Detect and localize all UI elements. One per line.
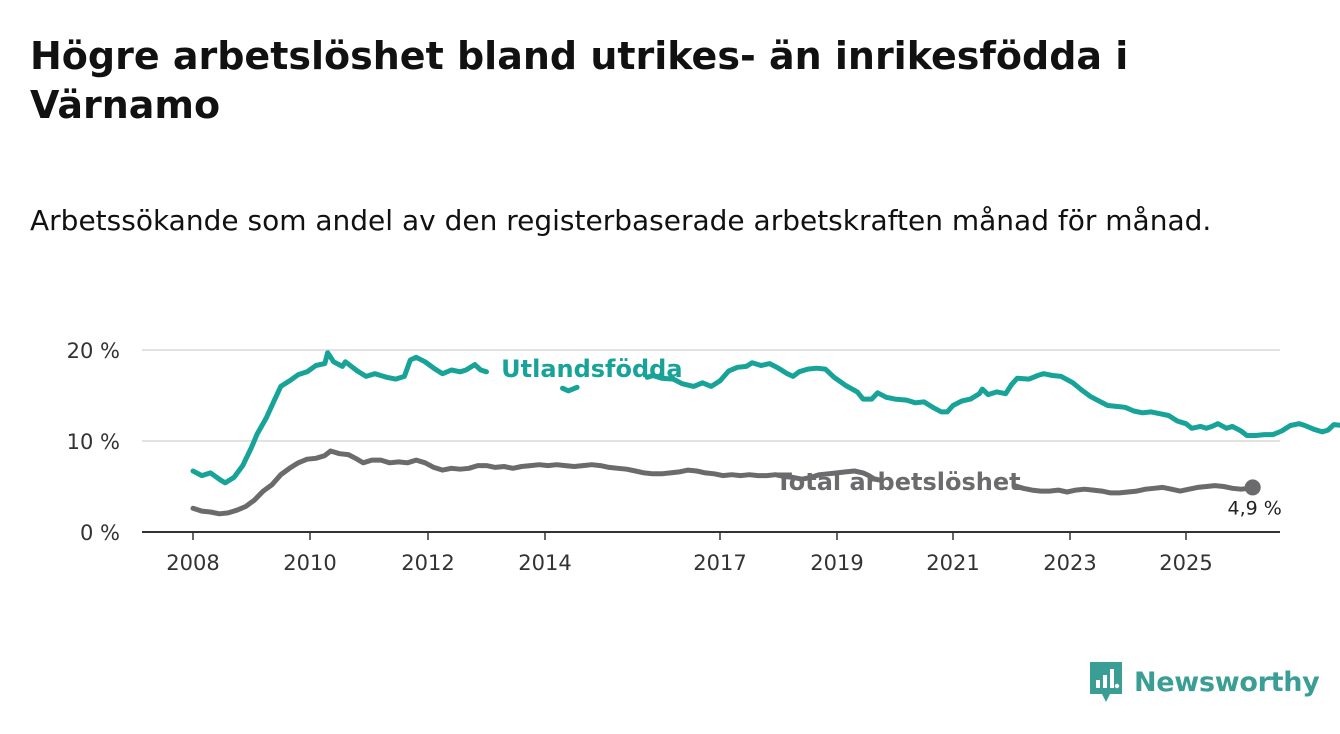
foreign-born-line bbox=[644, 360, 1340, 438]
x-tick-label: 2025 bbox=[1159, 551, 1212, 575]
x-tick-label: 2014 bbox=[518, 551, 571, 575]
foreign-born-line bbox=[560, 384, 580, 394]
brand-name: Newsworthy bbox=[1134, 666, 1320, 698]
x-tick-label: 2023 bbox=[1043, 551, 1096, 575]
x-tick-label: 2012 bbox=[401, 551, 454, 575]
total-end-label: 4,9 % bbox=[1228, 497, 1282, 519]
x-tick-label: 2008 bbox=[166, 551, 219, 575]
x-tick-label: 2010 bbox=[283, 551, 336, 575]
total-unemployment-line bbox=[1011, 483, 1256, 496]
foreign-born-series-label: Utlandsfödda bbox=[501, 355, 682, 383]
x-tick-label: 2019 bbox=[810, 551, 863, 575]
y-tick-label: 20 % bbox=[67, 339, 120, 363]
chart-subtitle: Arbetssökande som andel av den registerb… bbox=[30, 204, 1212, 237]
brand: Newsworthy bbox=[1088, 660, 1320, 704]
chart-title: Högre arbetslöshet bland utrikes- än inr… bbox=[30, 34, 1129, 127]
axes: 0 % 10 % 20 % 2008 2010 2012 2014 2017 2019 2021 2… bbox=[67, 339, 1280, 575]
line-chart: 0 % 10 % 20 % 2008 2010 2012 2014 2017 2019 2021 2… bbox=[67, 339, 1340, 575]
total-unemployment-line bbox=[190, 448, 883, 517]
foreign-born-line bbox=[190, 350, 489, 486]
y-tick-label: 0 % bbox=[80, 521, 120, 545]
y-tick-label: 10 % bbox=[67, 430, 120, 454]
series-lines bbox=[190, 350, 1340, 517]
x-tick-label: 2021 bbox=[926, 551, 979, 575]
total-series-label: Total arbetslöshet bbox=[776, 468, 1021, 496]
gridlines bbox=[142, 349, 1280, 442]
newsworthy-logo-icon bbox=[1090, 662, 1122, 702]
total-end-marker bbox=[1244, 479, 1261, 496]
x-tick-label: 2017 bbox=[693, 551, 746, 575]
